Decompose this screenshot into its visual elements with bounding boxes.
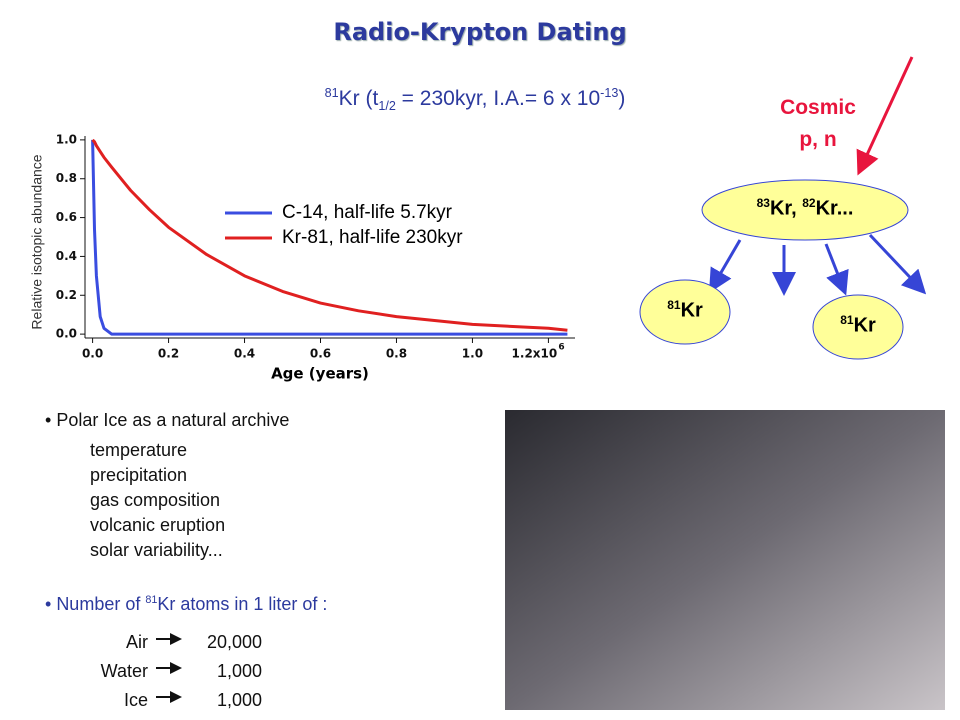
product-label: 81Kr xyxy=(640,298,730,323)
legend-label: C-14, half-life 5.7kyr xyxy=(282,202,453,223)
counts: 20,000 1,000 1,000 xyxy=(192,628,262,715)
text: Polar Ice as a natural archive xyxy=(56,410,290,430)
list-item: precipitation xyxy=(90,465,188,485)
y-tick-label: 0.0 xyxy=(56,327,77,341)
x-tick-label: 1.2x10 xyxy=(512,347,558,361)
sup: 81 xyxy=(840,313,854,327)
medium: Water xyxy=(100,661,148,681)
text: Cosmic xyxy=(780,96,856,119)
photo xyxy=(505,410,945,710)
x-tick-label: 0.6 xyxy=(310,347,331,361)
decay-arrow xyxy=(868,233,927,295)
list-item: gas composition xyxy=(90,490,221,510)
text: Kr... xyxy=(815,197,854,220)
line xyxy=(91,138,568,332)
formula: 81Kr (t1/2 = 230kyr, I.A.= 6 x 10-13) xyxy=(0,86,950,113)
cosmic-arrow xyxy=(856,56,914,176)
medium: Ice xyxy=(123,690,148,710)
y-tick-label: 0.4 xyxy=(56,249,77,263)
archive-list: temperature precipitation gas compositio… xyxy=(90,438,225,563)
x-axis-label: Age (years) xyxy=(271,365,369,383)
product-label: 81Kr xyxy=(813,313,903,338)
parent-label: 83Kr, 82Kr... xyxy=(702,196,908,221)
product-node xyxy=(812,294,904,360)
cosmic-label: Cosmic p, n xyxy=(768,92,868,156)
sup: 81 xyxy=(145,594,158,606)
x-tick-label: 0.0 xyxy=(82,347,103,361)
parent-node xyxy=(701,179,909,241)
x-tick-label: 0.2 xyxy=(158,347,179,361)
list-item: temperature xyxy=(90,440,188,460)
text: Kr xyxy=(680,299,703,322)
archive-heading: • Polar Ice as a natural archive xyxy=(45,410,290,430)
y-tick-label: 0.6 xyxy=(56,210,77,224)
list-item: volcanic eruption xyxy=(90,515,226,535)
sup: -13 xyxy=(600,86,619,100)
product-node xyxy=(639,279,731,345)
y-tick-label: 0.2 xyxy=(56,288,77,302)
x-tick-label: 1.0 xyxy=(462,347,483,361)
sup: 81 xyxy=(324,86,339,100)
text: Kr atoms in 1 liter of : xyxy=(157,594,328,614)
title: Radio-Krypton Dating xyxy=(333,18,627,46)
text: ) xyxy=(618,87,626,110)
text: Kr (t xyxy=(338,87,379,110)
x-tick-label: 0.4 xyxy=(234,347,255,361)
y-tick-label: 1.0 xyxy=(56,132,77,146)
decay-arrow xyxy=(708,239,742,294)
count: 1,000 xyxy=(216,690,262,710)
media: Air Water Ice xyxy=(60,628,148,715)
text: Number of xyxy=(56,594,146,614)
arrows xyxy=(156,633,182,703)
decay-arrow xyxy=(824,243,849,296)
count: 1,000 xyxy=(216,661,262,681)
text: Kr xyxy=(853,314,876,337)
x-tick-label: 0.8 xyxy=(386,347,407,361)
sup: 82 xyxy=(802,196,816,210)
legend-label: Kr-81, half-life 230kyr xyxy=(282,227,463,248)
x-exponent: 6 xyxy=(558,343,564,353)
list-item: solar variability... xyxy=(90,540,223,560)
count: 20,000 xyxy=(206,632,262,652)
sup: 83 xyxy=(756,196,770,210)
y-axis-label: Relative isotopic abundance xyxy=(29,154,45,329)
line xyxy=(91,139,568,336)
text: Kr, xyxy=(769,197,803,220)
sub: 1/2 xyxy=(378,99,396,114)
sup: 81 xyxy=(667,298,681,312)
text: = 230kyr, I.A.= 6 x 10 xyxy=(395,87,601,110)
text: p, n xyxy=(799,128,837,151)
y-tick-label: 0.8 xyxy=(56,171,77,185)
atoms-heading: • Number of 81Kr atoms in 1 liter of : xyxy=(45,594,328,614)
medium: Air xyxy=(126,632,148,652)
